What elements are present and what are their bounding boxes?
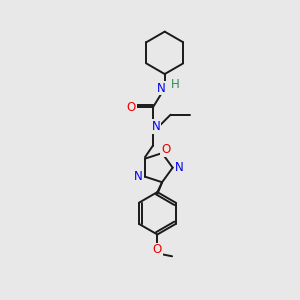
Text: H: H — [171, 78, 179, 91]
Text: N: N — [134, 170, 143, 183]
Text: N: N — [175, 161, 184, 174]
Text: N: N — [157, 82, 165, 95]
Text: O: O — [153, 243, 162, 256]
Text: O: O — [127, 101, 136, 114]
Text: O: O — [161, 143, 170, 156]
Text: N: N — [152, 120, 161, 133]
